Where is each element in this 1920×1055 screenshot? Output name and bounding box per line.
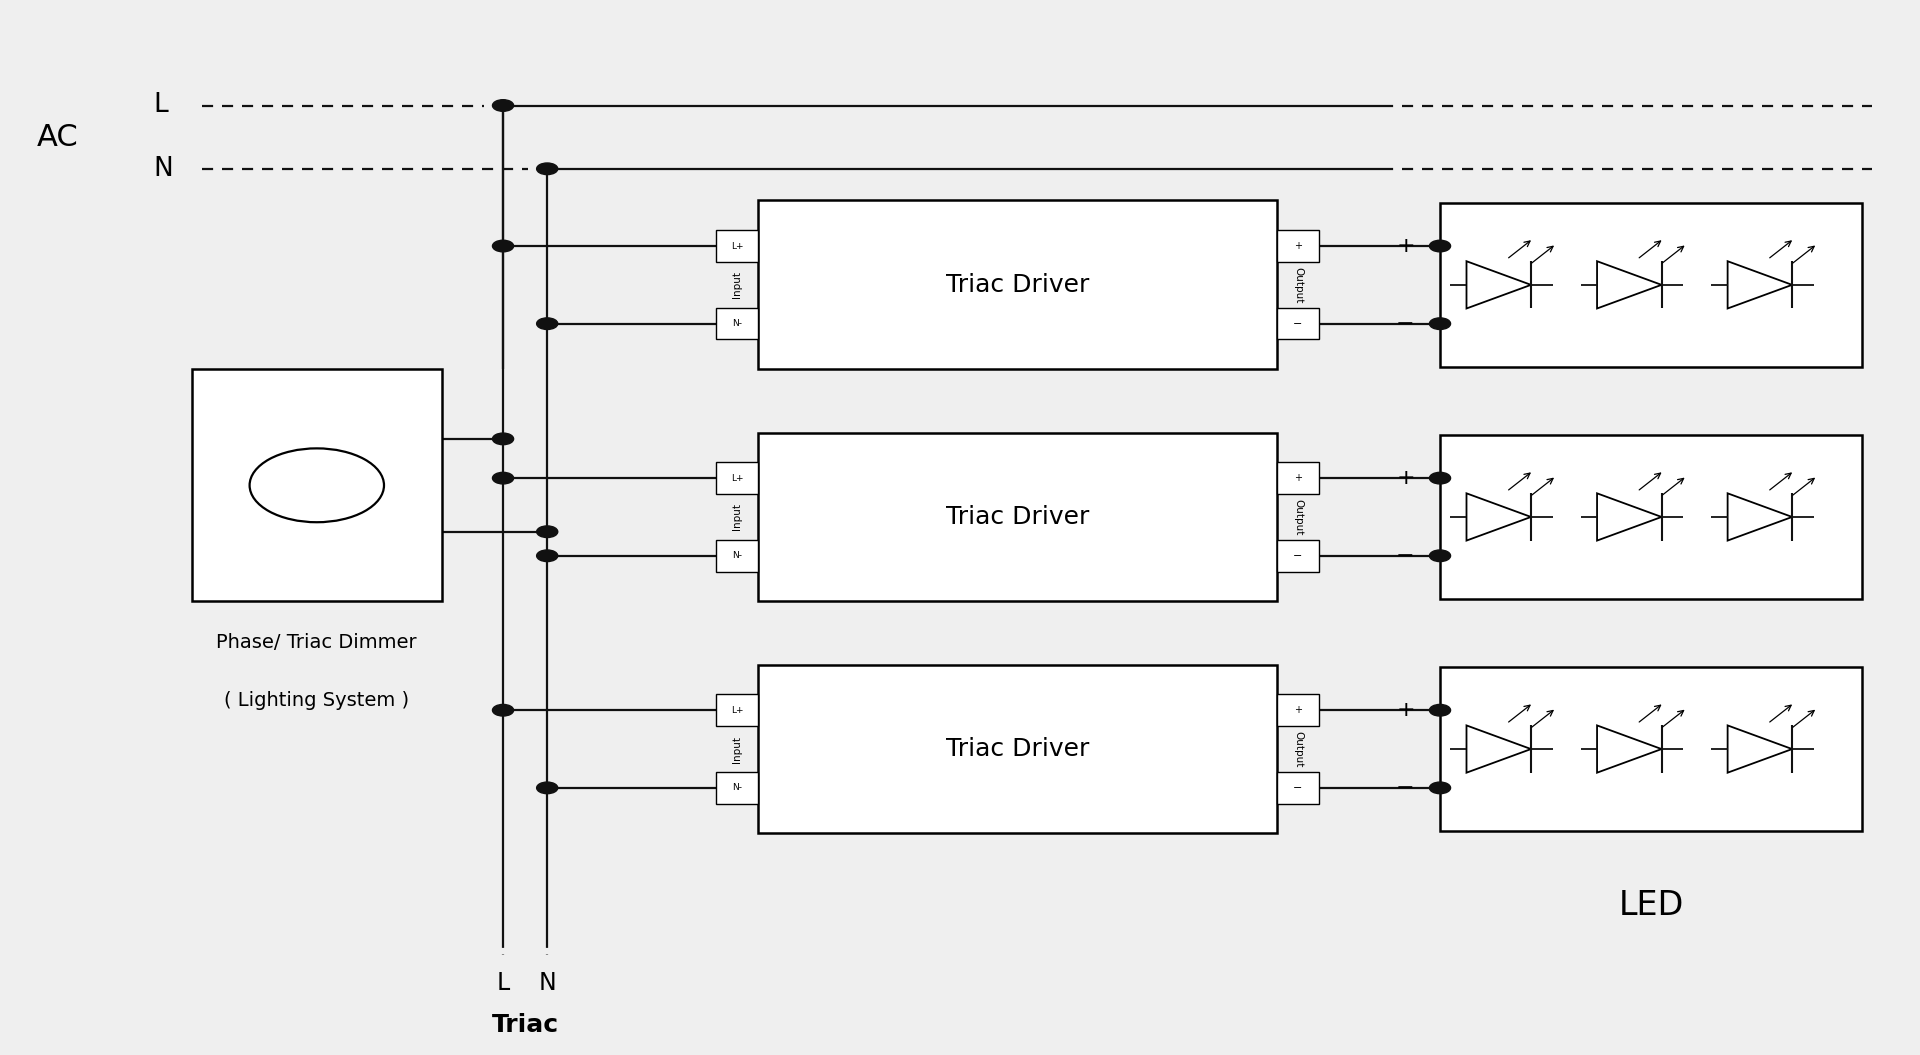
Polygon shape — [1728, 494, 1791, 540]
Bar — [758, 665, 1277, 833]
Bar — [1277, 772, 1319, 804]
Text: L: L — [497, 971, 509, 995]
Text: Input: Input — [732, 503, 743, 531]
Text: +: + — [1396, 701, 1415, 721]
Text: Output: Output — [1292, 499, 1304, 535]
Bar — [758, 200, 1277, 369]
Polygon shape — [1728, 726, 1791, 772]
Text: Output: Output — [1292, 731, 1304, 767]
Text: Input: Input — [732, 735, 743, 763]
Text: L+: L+ — [732, 242, 743, 250]
Bar — [716, 308, 758, 340]
Text: LED: LED — [1619, 888, 1684, 922]
Bar — [716, 230, 758, 262]
Text: Triac Driver: Triac Driver — [947, 737, 1089, 761]
Circle shape — [536, 318, 557, 329]
Text: −: − — [1294, 551, 1302, 561]
Text: +: + — [1294, 241, 1302, 251]
Circle shape — [1428, 318, 1452, 329]
Circle shape — [536, 526, 557, 538]
Text: L+: L+ — [732, 474, 743, 482]
Bar — [1277, 230, 1319, 262]
Bar — [1277, 462, 1319, 494]
Circle shape — [536, 550, 557, 561]
Text: AC: AC — [36, 122, 79, 152]
Circle shape — [492, 99, 515, 111]
Circle shape — [492, 241, 515, 252]
Bar — [758, 433, 1277, 601]
Text: ( Lighting System ): ( Lighting System ) — [225, 691, 409, 710]
Text: +: + — [1396, 468, 1415, 488]
Polygon shape — [1597, 726, 1661, 772]
Circle shape — [1428, 782, 1452, 793]
Bar — [1277, 694, 1319, 726]
Bar — [716, 462, 758, 494]
Text: Triac Driver: Triac Driver — [947, 273, 1089, 296]
Text: −: − — [1396, 545, 1415, 565]
Text: −: − — [1396, 778, 1415, 798]
Text: −: − — [1396, 313, 1415, 333]
Bar — [1277, 540, 1319, 572]
Polygon shape — [1467, 726, 1530, 772]
Text: Input: Input — [732, 271, 743, 299]
Text: N-: N- — [732, 552, 743, 560]
Text: N-: N- — [732, 320, 743, 328]
Text: N: N — [538, 971, 557, 995]
Bar — [1440, 435, 1862, 598]
Polygon shape — [1597, 262, 1661, 308]
Polygon shape — [1728, 262, 1791, 308]
Text: N-: N- — [732, 784, 743, 792]
Text: L+: L+ — [732, 706, 743, 714]
Text: +: + — [1396, 236, 1415, 256]
Bar — [1440, 668, 1862, 831]
Text: Phase/ Triac Dimmer: Phase/ Triac Dimmer — [217, 633, 417, 652]
Text: −: − — [1294, 319, 1302, 329]
Circle shape — [492, 705, 515, 716]
Circle shape — [1428, 705, 1452, 716]
Circle shape — [492, 433, 515, 445]
Circle shape — [536, 782, 557, 793]
Polygon shape — [1467, 494, 1530, 540]
Text: L: L — [154, 93, 169, 118]
Circle shape — [250, 448, 384, 522]
Bar — [716, 540, 758, 572]
Circle shape — [492, 473, 515, 484]
Bar — [1440, 204, 1862, 367]
Text: Triac: Triac — [492, 1013, 559, 1037]
Circle shape — [1428, 550, 1452, 561]
Text: Triac Driver: Triac Driver — [947, 505, 1089, 529]
Text: +: + — [1294, 473, 1302, 483]
Text: N: N — [154, 156, 173, 181]
Circle shape — [536, 164, 557, 175]
Text: Output: Output — [1292, 267, 1304, 303]
Circle shape — [1428, 241, 1452, 252]
Text: −: − — [1294, 783, 1302, 793]
Bar — [716, 694, 758, 726]
Circle shape — [1428, 473, 1452, 484]
Polygon shape — [1597, 494, 1661, 540]
Polygon shape — [1467, 262, 1530, 308]
Bar — [192, 369, 442, 601]
Bar — [716, 772, 758, 804]
Bar — [1277, 308, 1319, 340]
Text: +: + — [1294, 705, 1302, 715]
